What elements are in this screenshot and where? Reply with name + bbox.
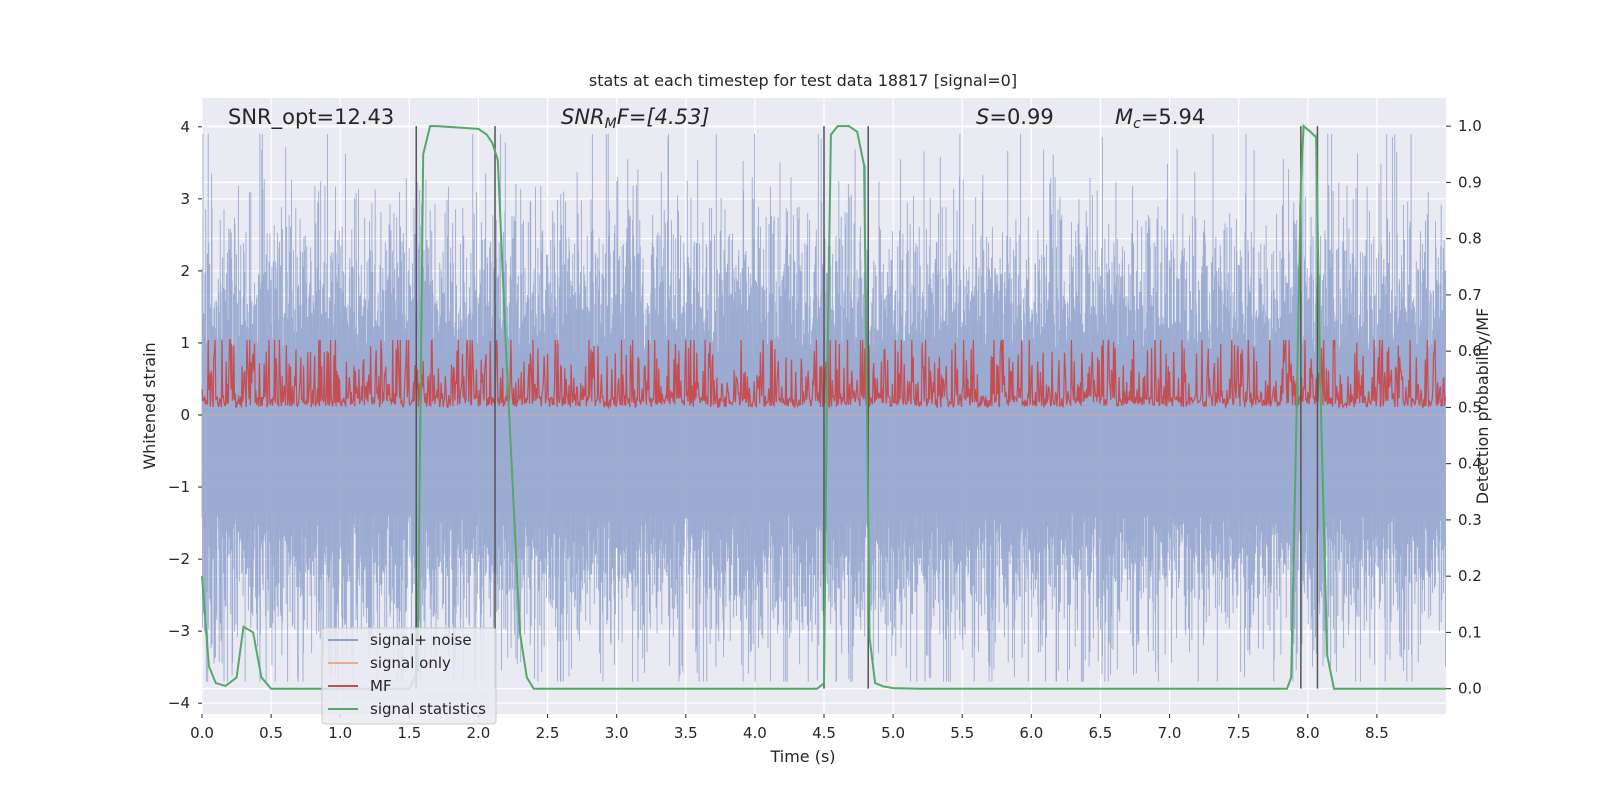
y2-axis-ticks: 1.0 0.9 0.8 0.7 0.6 0.5 0.4 0.3 0.2 0.1 0.0 — [1446, 117, 1482, 698]
s-label: S — [976, 105, 989, 129]
mc-annotation: Mc=5.94 — [1115, 105, 1205, 132]
legend-box — [321, 627, 497, 725]
y2-tick-label: 0.2 — [1458, 567, 1482, 585]
x-tick-label: 2.0 — [467, 724, 491, 742]
x-tick-label: 1.5 — [397, 724, 421, 742]
x-tick-label: 7.5 — [1227, 724, 1251, 742]
snr-opt-annotation: SNR_opt=12.43 — [228, 105, 394, 130]
x-tick-label: 6.5 — [1089, 724, 1113, 742]
y-tick-label: 2 — [180, 262, 190, 280]
y2-tick-label: 0.3 — [1458, 511, 1482, 529]
legend-label-signal-only: signal only — [370, 654, 451, 672]
y-tick-label: −3 — [168, 622, 190, 640]
y2-tick-label: 0.5 — [1458, 398, 1482, 416]
y-tick-label: 4 — [180, 118, 190, 136]
y2-tick-label: 0.8 — [1458, 230, 1482, 248]
mc-value: =5.94 — [1141, 105, 1205, 129]
x-tick-label: 3.0 — [605, 724, 629, 742]
snr-mf-rest: F=[4.53] — [617, 105, 710, 129]
x-tick-label: 2.5 — [536, 724, 560, 742]
mc-label: M — [1115, 105, 1133, 129]
x-tick-label: 8.5 — [1365, 724, 1389, 742]
vertical-markers — [415, 126, 1319, 689]
y-axis-label: Whitened strain — [140, 342, 159, 469]
mc-sub: c — [1133, 116, 1141, 132]
legend-item-signal-statistics: signal statistics — [328, 700, 486, 718]
x-tick-label: 7.0 — [1158, 724, 1182, 742]
legend-item-signal-noise: signal+ noise — [328, 631, 472, 649]
y2-tick-label: 0.7 — [1458, 286, 1482, 304]
y-tick-label: −2 — [168, 550, 190, 568]
y2-axis-label: Detection probability/MF — [1473, 308, 1492, 505]
legend-item-signal-only: signal only — [328, 654, 451, 672]
legend-label-signal-noise: signal+ noise — [370, 631, 472, 649]
snr-mf-annotation: SNRMF=[4.53] — [561, 105, 710, 132]
y2-tick-label: 0.4 — [1458, 455, 1482, 473]
legend: signal+ noise signal only MF signal stat… — [321, 627, 497, 725]
x-axis-label: Time (s) — [769, 747, 835, 766]
y-tick-label: −1 — [168, 478, 190, 496]
chart-title: stats at each timestep for test data 188… — [589, 71, 1017, 90]
y2-tick-label: 0.0 — [1458, 680, 1482, 698]
y-tick-label: 1 — [180, 334, 190, 352]
legend-label-signal-statistics: signal statistics — [370, 700, 486, 718]
snr-mf-sub: M — [605, 116, 617, 132]
legend-label-mf: MF — [370, 677, 392, 695]
x-tick-label: 0.5 — [259, 724, 283, 742]
x-tick-label: 4.0 — [743, 724, 767, 742]
s-value: =0.99 — [989, 105, 1053, 129]
y-tick-label: 0 — [180, 406, 190, 424]
y-tick-label: 3 — [180, 190, 190, 208]
stat-series — [201, 124, 1446, 690]
x-tick-label: 5.0 — [881, 724, 905, 742]
signal-statistics-line — [201, 124, 1446, 690]
y2-tick-label: 0.9 — [1458, 173, 1482, 191]
y2-tick-label: 0.1 — [1458, 623, 1482, 641]
y-axis-ticks: 4 3 2 1 0 −1 −2 −3 −4 — [168, 118, 202, 712]
x-tick-label: 5.5 — [950, 724, 974, 742]
x-tick-label: 4.5 — [812, 724, 836, 742]
x-tick-label: 1.0 — [328, 724, 352, 742]
x-tick-label: 3.5 — [674, 724, 698, 742]
s-annotation: S=0.99 — [976, 105, 1054, 129]
y2-tick-label: 1.0 — [1458, 117, 1482, 135]
x-tick-label: 8.0 — [1296, 724, 1320, 742]
snr-mf-main: SNR — [561, 105, 605, 129]
x-axis-ticks: 0.0 0.5 1.0 1.5 2.0 2.5 3.0 3.5 4.0 4.5 5.0 5.5 6.0 6… — [190, 714, 1389, 742]
y-tick-label: −4 — [168, 694, 190, 712]
x-tick-label: 0.0 — [190, 724, 214, 742]
x-tick-label: 6.0 — [1019, 724, 1043, 742]
y2-tick-label: 0.6 — [1458, 342, 1482, 360]
legend-item-mf: MF — [328, 677, 392, 695]
